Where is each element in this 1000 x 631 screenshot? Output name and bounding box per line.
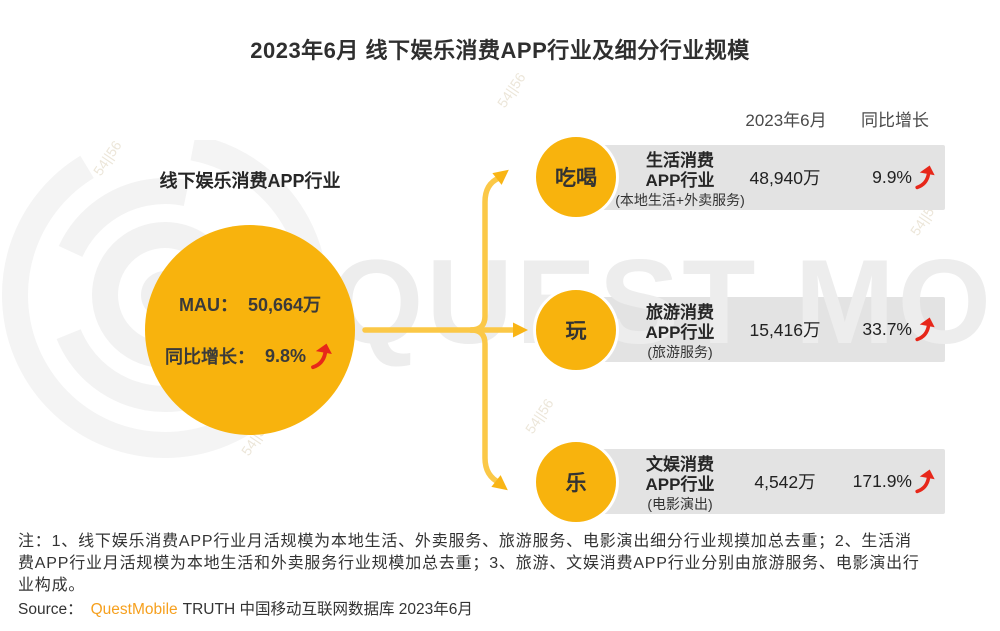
micro-watermark: 54||56 [493, 69, 529, 111]
segment-bar [557, 297, 945, 362]
segment-bar [557, 449, 945, 514]
segment-tag-circle-play: 玩 [533, 287, 619, 373]
column-header-period: 2023年6月 [745, 111, 827, 130]
overview-mau: MAU： 50,664万 [179, 291, 321, 317]
source-prefix: Source： [18, 601, 83, 618]
branch-connector-arrows [362, 169, 528, 491]
segment-tag-label: 乐 [565, 472, 587, 495]
industry-name-line1: 旅游消费 [646, 303, 714, 322]
segment-tag-circle-fun: 乐 [533, 439, 619, 525]
source-brand: QuestMobile [90, 601, 178, 618]
segment-mau-value: 48,940万 [749, 168, 821, 188]
segment-bar [557, 145, 945, 210]
segment-growth-value: 171.9% [852, 471, 912, 491]
segment-scope: (电影演出) [647, 496, 713, 512]
chart-title: 2023年6月 线下娱乐消费APP行业及细分行业规模 [250, 38, 750, 63]
overview-growth: 同比增长： 9.8% [165, 343, 335, 370]
growth-value: 9.8% [264, 345, 307, 366]
segment-growth: 9.9% [872, 145, 937, 210]
industry-name-line2: APP行业 [645, 475, 715, 494]
growth-up-arrow-icon [915, 165, 935, 190]
industry-name-line1: 文娱消费 [646, 455, 714, 474]
mau-value: 50,664万 [247, 294, 322, 315]
segment-industry-name: 文娱消费 APP行业 [600, 455, 760, 495]
source-suffix: TRUTH 中国移动互联网数据库 2023年6月 [182, 601, 473, 618]
industry-name-line1: 生活消费 [646, 151, 714, 170]
segment-mau-value: 15,416万 [749, 320, 821, 340]
segment-tag-circle-eat: 吃喝 [533, 134, 619, 220]
segment-tag-label: 玩 [565, 320, 587, 343]
growth-up-arrow-icon [915, 317, 935, 342]
footnote-line: 注：1、线下娱乐消费APP行业月活规模为本地生活、外卖服务、旅游服务、电影演出细… [18, 533, 912, 550]
segment-scope: (本地生活+外卖服务) [615, 192, 745, 208]
mau-label: MAU： [178, 294, 238, 315]
growth-up-arrow-icon [311, 343, 332, 369]
segment-tag-label: 吃喝 [555, 167, 597, 190]
segment-row-travel: 旅游消费 APP行业 (旅游服务) 15,416万 33.7% [557, 297, 945, 362]
segment-mau-value: 4,542万 [754, 472, 816, 492]
segment-row-life: 生活消费 APP行业 (本地生活+外卖服务) 48,940万 9.9% [557, 145, 945, 210]
segment-growth: 33.7% [862, 297, 937, 362]
footnote-line: 费APP行业月活规模为本地生活和外卖服务行业规模加总去重；3、旅游、文娱消费AP… [18, 555, 920, 572]
industry-name-line2: APP行业 [645, 323, 715, 342]
overview-industry-label: 线下娱乐消费APP行业 [159, 171, 341, 191]
segment-growth: 171.9% [853, 449, 937, 514]
overview-circle: MAU： 50,664万 同比增长： 9.8% [145, 225, 355, 435]
column-header-growth: 同比增长 [861, 111, 929, 130]
growth-label: 同比增长： [164, 347, 255, 367]
growth-up-arrow-icon [915, 469, 935, 494]
segment-scope: (旅游服务) [647, 344, 713, 360]
industry-name-line2: APP行业 [645, 171, 715, 190]
segment-growth-value: 9.9% [872, 167, 912, 187]
segment-growth-value: 33.7% [862, 319, 912, 339]
segment-industry-name: 旅游消费 APP行业 [600, 303, 760, 343]
footnote-line: 业构成。 [18, 577, 86, 594]
footnotes: 注：1、线下娱乐消费APP行业月活规模为本地生活、外卖服务、旅游服务、电影演出细… [18, 531, 993, 597]
segment-industry-name: 生活消费 APP行业 [600, 151, 760, 191]
segment-row-entertainment: 文娱消费 APP行业 (电影演出) 4,542万 171.9% [557, 449, 945, 514]
source-line: Source： QuestMobile TRUTH 中国移动互联网数据库 202… [18, 597, 473, 619]
